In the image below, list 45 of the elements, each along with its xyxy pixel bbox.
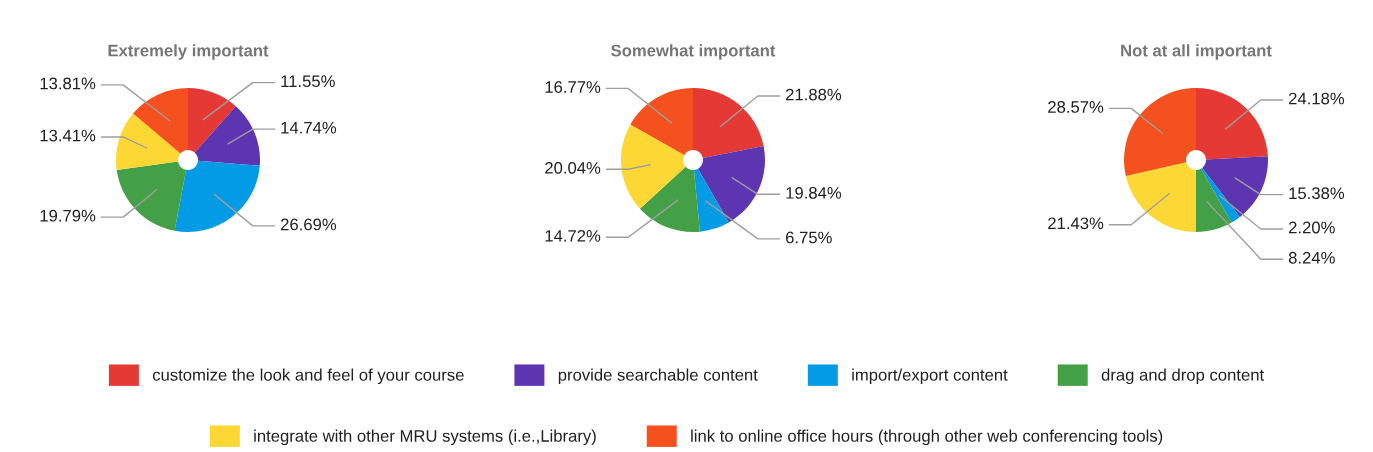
data-label: 13.81% (40, 77, 96, 90)
data-label: 19.84% (786, 186, 842, 199)
chart-title: Extremely important (108, 44, 269, 60)
data-label: 24.18% (1289, 92, 1345, 105)
donut-slice (194, 106, 260, 166)
legend-label: drag and drop content (1101, 368, 1265, 385)
legend-label: provide searchable content (558, 368, 758, 385)
donut-slice (133, 88, 188, 154)
data-label: 2.20% (1289, 221, 1335, 234)
donut-slice (188, 88, 236, 153)
data-label: 21.43% (1048, 217, 1104, 230)
data-label: 26.69% (281, 218, 337, 231)
donut-slice (1125, 162, 1196, 232)
donut-slice (1124, 88, 1196, 177)
legend-label: link to online office hours (through other web conferencing tools) (691, 429, 1163, 446)
donut-slice (630, 88, 693, 156)
donut-slice (1196, 168, 1232, 232)
legend-label: integrate with other MRU systems (i.e.,Library) (254, 429, 596, 446)
data-label: 8.24% (1288, 251, 1335, 264)
legend-label: customize the look and feel of your course (152, 368, 464, 385)
data-label: 16.77% (545, 81, 601, 93)
donut-slice (174, 160, 260, 232)
data-label: 13.41% (40, 129, 96, 142)
donut-slice (116, 113, 181, 171)
data-label: 15.38% (1289, 187, 1345, 200)
data-label: 21.88% (786, 88, 842, 101)
donut-slice (639, 166, 700, 232)
data-label: 19.79% (40, 209, 96, 222)
data-label: 20.04% (545, 161, 601, 174)
donut-slice (697, 145, 765, 223)
donut-slice (1196, 88, 1268, 160)
donut-slice (1200, 167, 1240, 223)
donut-slice (693, 168, 729, 232)
data-label: 14.72% (545, 229, 601, 242)
data-label: 11.55% (281, 75, 335, 88)
donut-slice (1202, 156, 1268, 218)
chart-title: Somewhat important (611, 44, 776, 60)
donut-slice (693, 88, 764, 159)
donut-slice (116, 161, 187, 231)
data-label: 6.75% (786, 231, 832, 244)
chart-title: Not at all important (1121, 44, 1272, 60)
data-label: 14.74% (281, 121, 337, 134)
legend-label: import/export content (852, 368, 1008, 385)
donut-slice (621, 124, 686, 209)
data-label: 28.57% (1048, 101, 1104, 113)
